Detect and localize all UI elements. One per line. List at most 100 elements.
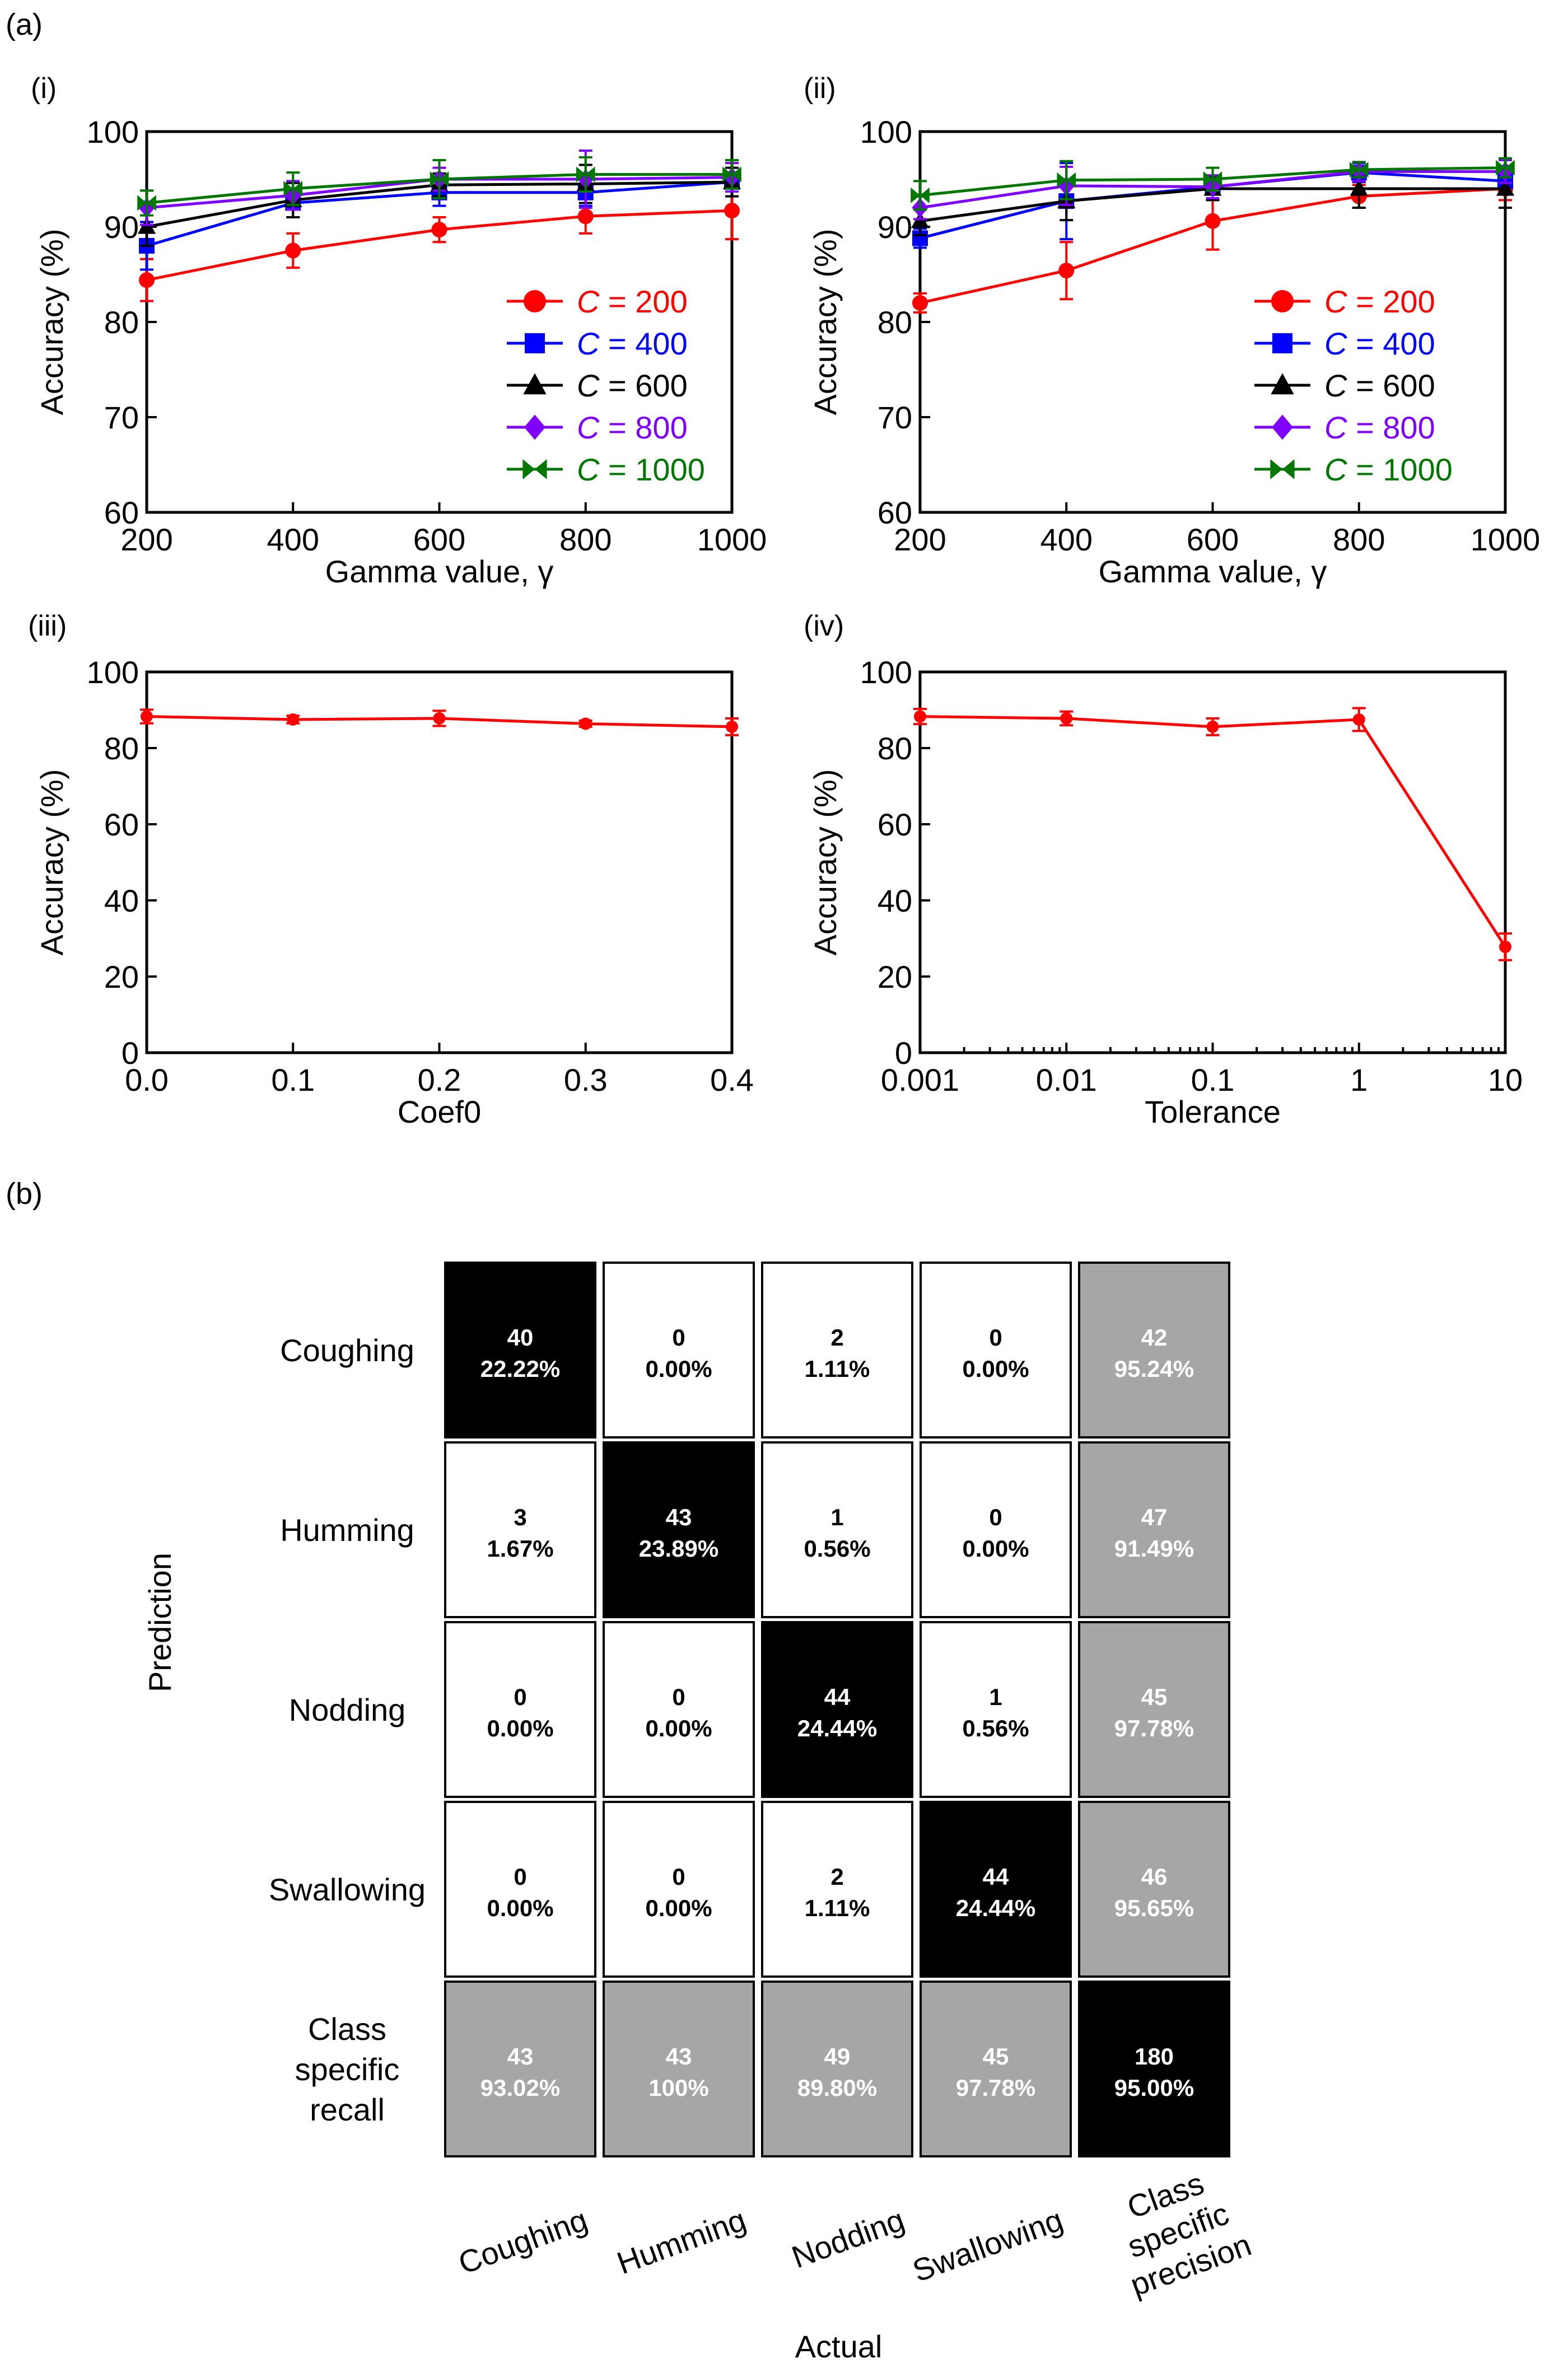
panel-b-label: (b) [6,1177,43,1211]
series-line [920,715,1507,948]
axes-frame [145,670,734,1054]
y-axis-title: Accuracy (%) [808,769,843,956]
data-point [920,187,930,203]
cell-box [603,1801,755,1978]
y-tick-label: 40 [878,883,912,918]
matrix-cell: 1 0.56% [761,1441,913,1618]
y-tick-label: 70 [878,400,912,435]
cell-percent: 24.44% [956,1895,1035,1921]
legend-label-value: = 600 [1347,368,1435,403]
legend-label-variable: C [1324,368,1347,403]
legend-label: C = 1000 [1324,452,1453,487]
x-tick-label: 0.1 [271,1062,315,1097]
y-tick-label: 60 [878,495,912,530]
data-point [726,720,738,733]
y-tick-label: 0 [122,1035,139,1071]
y-axis-title: Accuracy (%) [34,769,69,956]
legend-label: C = 200 [1324,284,1435,319]
panel-label: (ii) [804,72,836,105]
legend-label: C = 1000 [577,452,705,487]
cell-box [920,1621,1072,1798]
legend-label: C = 400 [577,326,688,361]
data-point [1496,160,1505,176]
cell-percent: 0.56% [962,1715,1029,1741]
data-point [1057,172,1067,188]
data-point [287,713,300,726]
cell-box [444,1981,596,2157]
cell-count: 0 [672,1324,685,1351]
cell-box [920,1801,1072,1978]
data-point [585,166,595,183]
cell-box [761,1621,913,1798]
data-point [1205,213,1221,229]
legend-label-variable: C [577,284,600,319]
data-point [1212,171,1222,187]
cell-percent: 95.65% [1114,1895,1194,1921]
legend-label-value: = 200 [1347,284,1435,319]
legend-marker [535,459,547,479]
data-point [1505,160,1515,176]
y-tick-label: 100 [87,114,139,150]
cell-box [444,1621,596,1798]
cell-count: 1 [830,1504,843,1530]
cell-count: 0 [514,1684,526,1710]
legend-marker [1270,459,1282,479]
y-tick-label: 20 [104,959,139,994]
cell-count: 1 [989,1684,1002,1710]
cell-percent: 97.78% [1114,1715,1194,1741]
cell-count: 44 [983,1863,1009,1890]
cell-box [1078,1801,1230,1978]
series [140,708,739,736]
cell-box [761,1441,913,1618]
cell-box [444,1262,596,1438]
data-point [430,171,440,187]
x-tick-label: 400 [1040,522,1093,557]
data-point [1060,712,1073,725]
y-tick-label: 80 [104,731,139,766]
matrix-cell: 1 0.56% [920,1621,1072,1798]
cell-count: 44 [824,1684,851,1710]
cell-percent: 95.00% [1114,2075,1194,2101]
cell-box [761,1262,913,1438]
data-point [576,166,586,183]
data-point [431,222,447,238]
matrix-cell: 44 24.44% [920,1801,1072,1978]
data-point [1058,263,1075,279]
legend-marker [522,459,535,479]
cell-box [603,1262,755,1438]
cell-percent: 93.02% [480,2075,560,2101]
y-tick-label: 0 [895,1035,912,1071]
row-label: Humming [280,1512,414,1548]
cell-box [920,1441,1072,1618]
cell-percent: 1.67% [487,1535,553,1562]
cell-percent: 97.78% [956,2075,1035,2101]
legend-label-variable: C [1324,326,1347,361]
data-point [1066,172,1076,188]
cell-percent: 0.00% [645,1356,712,1382]
legend-label-value: = 1000 [1347,452,1452,487]
matrix-cell: 0 0.00% [603,1801,755,1978]
matrix-cell: 2 1.11% [761,1801,913,1978]
legend-marker [525,333,545,353]
y-tick-label: 100 [87,655,139,690]
legend-marker [1272,333,1292,353]
y-axis-title: Prediction [142,1553,178,1692]
matrix-cell: 47 91.49% [1078,1441,1230,1618]
data-point [579,717,592,730]
y-tick-label: 60 [878,807,912,842]
row-label: Class specific recall [295,2011,400,2127]
cell-count: 42 [1141,1324,1168,1351]
confusion-matrix: 40 22.22% 0 0.00% 2 1.11% 0 0.00% 42 95.24% 3 1.67%… [142,1262,1256,2364]
data-point [912,295,928,311]
cell-box [603,1981,755,2157]
y-axis-title: Accuracy (%) [808,229,843,415]
legend-label: C = 600 [1324,368,1435,403]
x-tick-label: 600 [1187,522,1239,557]
data-point [724,203,740,219]
legend-label-variable: C [1324,452,1347,487]
y-tick-label: 60 [104,495,139,530]
cell-percent: 89.80% [797,2075,877,2101]
data-point [1206,720,1219,733]
cell-count: 45 [983,2043,1009,2070]
matrix-cell: 45 97.78% [920,1981,1072,2157]
